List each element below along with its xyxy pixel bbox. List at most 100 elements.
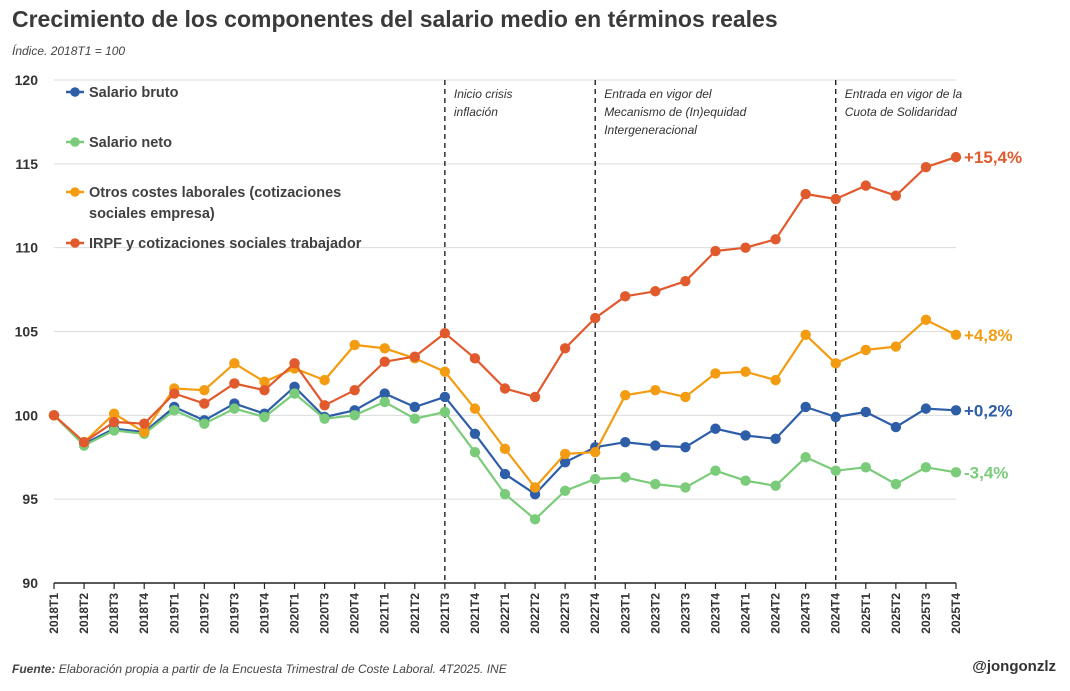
x-tick-label: 2023T1 [618,593,632,634]
annotation-text: Entrada en vigor del [604,87,712,101]
legend-item: Otros costes laborales (cotizaciones soci… [66,185,341,222]
data-point [650,384,661,396]
x-tick-label: 2024T4 [829,593,843,634]
data-point [229,403,240,414]
legend-item: Salario bruto [66,85,179,101]
data-point [529,514,541,525]
data-point [439,406,451,418]
series-line [53,318,957,489]
data-point [650,286,661,297]
data-point [650,440,661,451]
data-point [710,368,721,379]
axis-layer: 90 95 100 105 110 115 120 2018T1 2018T2 2018T3 201… [15,72,963,634]
legend-swatch-marker [70,137,80,147]
data-point [860,180,871,191]
data-point [830,358,841,369]
data-point [499,468,511,480]
data-point [680,482,691,493]
data-point [409,351,420,362]
data-point [319,374,330,386]
legend: Salario bruto Salario neto Otros costes la… [66,85,362,252]
data-point [379,356,390,367]
data-point [499,488,511,500]
legend-label: sociales empresa) [89,206,215,222]
data-point [740,430,751,441]
x-tick-label: 2019T4 [257,593,271,634]
legend-swatch-marker [70,238,80,248]
data-point [379,388,390,399]
x-tick-label: 2020T1 [288,593,302,634]
x-tick-label: 2024T1 [739,593,753,634]
data-point [379,396,390,408]
data-point [830,411,841,423]
legend-item: Salario neto [66,135,172,151]
data-point [259,411,270,423]
data-point [439,391,451,403]
data-point [620,472,631,483]
data-point [770,480,781,491]
x-tick-label: 2018T2 [77,593,91,634]
data-point [289,358,300,369]
x-tick-label: 2022T2 [528,593,542,634]
data-point [469,447,481,458]
data-point [800,401,811,413]
data-point [229,358,240,369]
data-point [620,436,631,448]
x-tick-label: 2021T1 [378,593,392,634]
data-point [139,418,150,429]
data-point [469,403,481,414]
end-label: +4,8% [964,326,1013,345]
data-point [379,343,390,354]
data-point [590,447,601,458]
data-point [890,478,902,490]
source-text: Elaboración propia a partir de la Encues… [58,662,507,676]
y-tick-label: 100 [15,407,39,423]
author-handle: @jongonzlz [972,658,1056,675]
x-tick-label: 2019T2 [197,593,211,634]
data-point [710,245,721,257]
data-point [349,410,360,421]
legend-label: Salario neto [89,135,172,151]
data-point [349,339,360,351]
source-label: Fuente: [12,662,56,676]
chart-title: Crecimiento de los componentes del salar… [12,6,778,32]
y-tick-label: 120 [15,72,39,88]
data-point [108,425,120,436]
data-point [108,408,120,419]
data-point [680,276,691,287]
data-point [650,478,661,490]
data-point [710,465,721,476]
data-point [620,390,631,401]
data-point [559,457,571,468]
data-point [199,384,210,396]
data-point [559,448,571,460]
end-labels: +0,2% -3,4% +4,8% +15,4% [964,148,1022,482]
x-tick-label: 2020T3 [318,593,332,634]
data-point [680,441,691,453]
legend-label: Otros costes laborales (cotizaciones [89,185,341,201]
x-tick-label: 2018T4 [137,593,151,634]
y-tick-label: 90 [22,575,38,591]
x-tick-label: 2025T1 [859,593,873,634]
data-point [499,443,511,455]
data-point [289,388,300,399]
data-point [740,475,751,486]
data-point [439,327,451,339]
data-point [770,433,781,445]
data-point [529,391,541,403]
data-point [409,401,420,413]
data-point [950,467,962,478]
legend-swatch-marker [70,187,80,197]
x-tick-label: 2024T2 [769,593,783,634]
x-tick-label: 2019T1 [167,593,181,634]
data-point [800,452,811,463]
data-point [950,405,962,416]
annotation-text: Inicio crisis [454,87,513,101]
data-point [78,436,90,448]
grid-layer [54,79,956,500]
y-tick-label: 95 [22,491,38,507]
x-tick-label: 2019T3 [227,593,241,634]
legend-label: IRPF y cotizaciones sociales trabajador [89,236,362,252]
data-point [469,428,481,439]
